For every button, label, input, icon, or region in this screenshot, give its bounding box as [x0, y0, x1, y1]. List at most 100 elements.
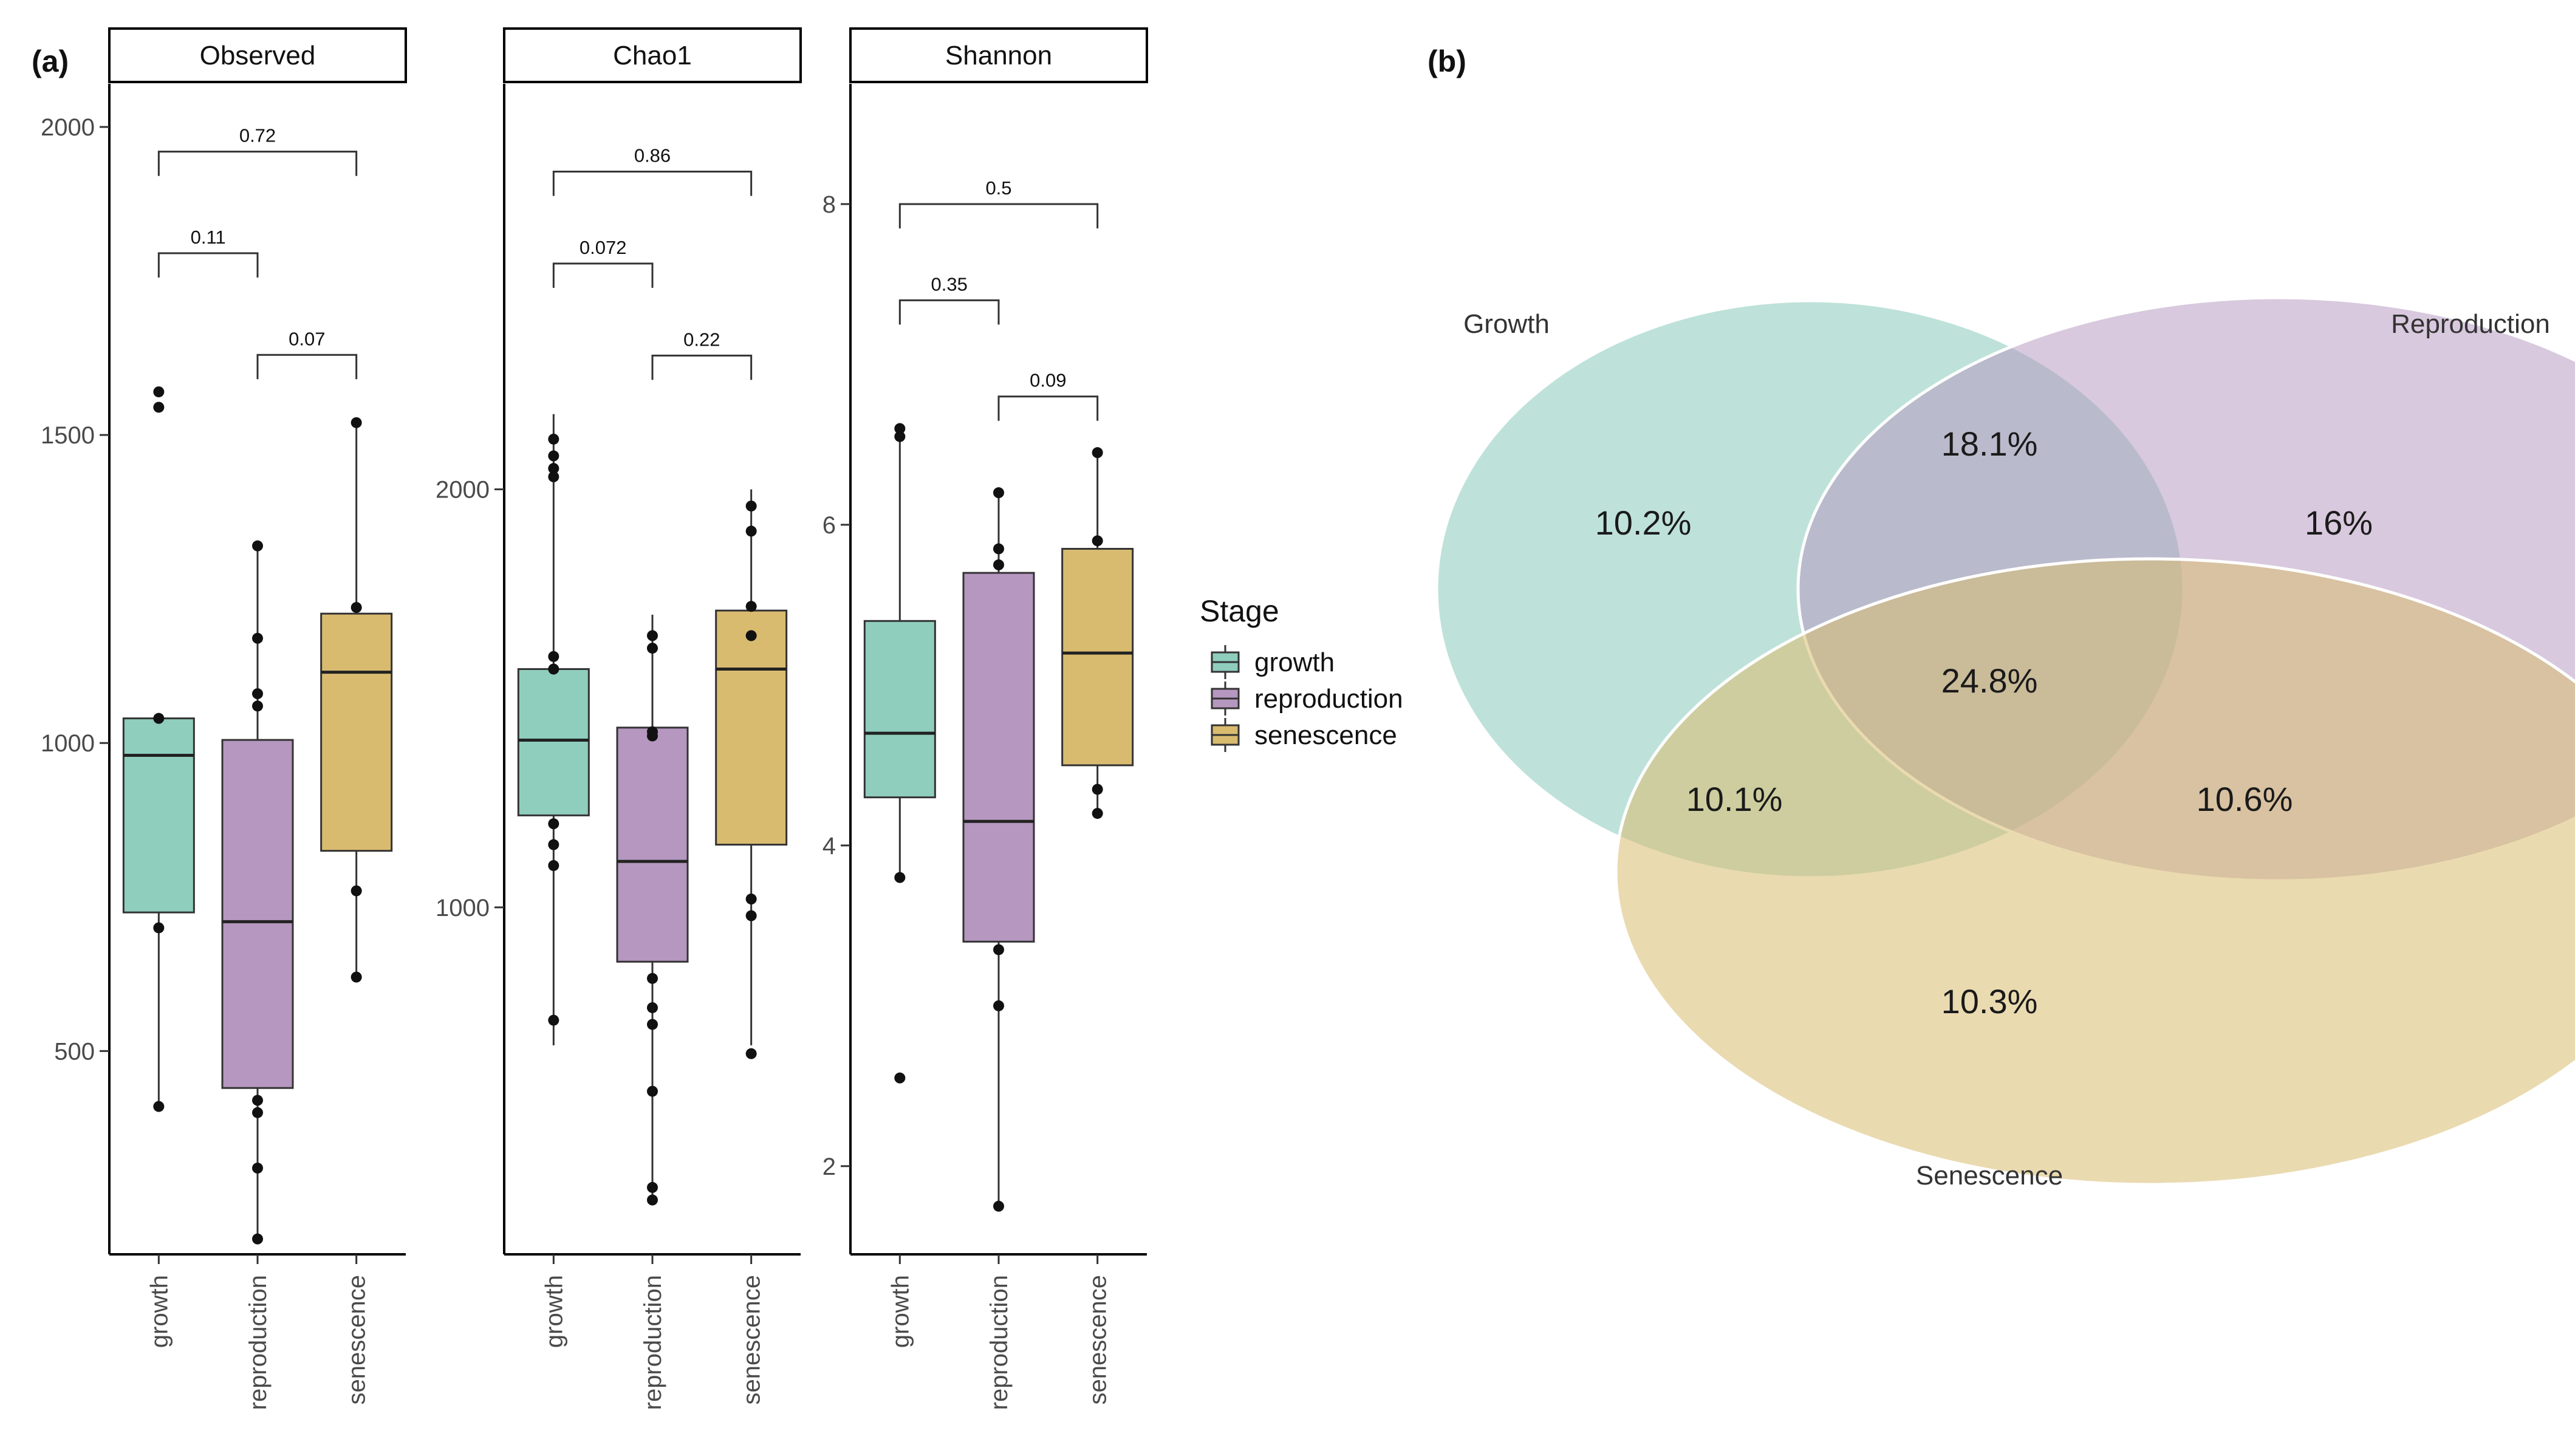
venn-region-growth-senescence: 10.1% [1686, 780, 1783, 818]
box-senescence [715, 489, 788, 1059]
data-point [351, 885, 362, 897]
data-point [647, 972, 658, 984]
box-growth [517, 414, 590, 1045]
data-point [647, 1002, 658, 1013]
panel-b-tag: (b) [1428, 44, 1466, 78]
comparison-bracket [256, 354, 358, 380]
strip-label: Chao1 [613, 41, 692, 70]
data-point [548, 860, 559, 871]
venn-label-growth: Growth [1463, 309, 1550, 339]
data-point [153, 1101, 165, 1112]
y-tick-label: 1500 [41, 422, 95, 449]
box-reproduction [962, 487, 1035, 1212]
p-value-label: 0.35 [931, 273, 967, 295]
x-tick-label: growth [146, 1275, 173, 1348]
data-point [548, 651, 559, 662]
data-point [993, 487, 1004, 499]
venn-diagram: Growth Reproduction Senescence 10.2% 16%… [1435, 296, 2575, 1191]
data-point [647, 730, 658, 742]
data-point [252, 700, 263, 712]
strip-shannon [849, 27, 1148, 83]
data-point [153, 922, 165, 934]
data-point [745, 525, 757, 537]
comparison-bracket [552, 171, 753, 196]
x-tick-label: growth [541, 1275, 567, 1348]
y-tick-label: 1000 [41, 730, 95, 757]
legend-label-growth: growth [1254, 648, 1335, 677]
y-tick-label: 2000 [41, 114, 95, 141]
data-point [894, 423, 906, 434]
data-point [993, 944, 1004, 955]
y-tick-label: 6 [822, 512, 836, 539]
strip-label: Shannon [945, 41, 1052, 70]
p-value-label: 0.86 [634, 145, 671, 166]
p-value-label: 0.72 [239, 125, 276, 146]
y-tick-label: 2 [822, 1154, 836, 1180]
box-body [320, 612, 393, 852]
data-point [993, 1000, 1004, 1011]
p-value-label: 0.11 [191, 227, 226, 248]
strip-observed [108, 27, 407, 83]
data-point [252, 1107, 263, 1118]
data-point [993, 559, 1004, 570]
y-tick-label: 2000 [436, 477, 490, 504]
data-point [894, 431, 906, 442]
y-tick-label: 500 [54, 1038, 95, 1065]
data-point [647, 1194, 658, 1206]
data-point [252, 688, 263, 700]
venn-label-senescence: Senescence [1916, 1161, 2063, 1191]
data-point [252, 540, 263, 552]
box-reproduction [221, 540, 294, 1245]
p-value-label: 0.5 [985, 177, 1011, 199]
box-body [1061, 548, 1134, 767]
box-body [863, 620, 936, 799]
data-point [153, 386, 165, 398]
data-point [647, 1019, 658, 1030]
panel-a-tag: (a) [32, 44, 69, 78]
box-body [962, 572, 1035, 943]
data-point [894, 872, 906, 883]
box-senescence [320, 417, 393, 983]
data-point [548, 839, 559, 850]
data-point [894, 1072, 906, 1084]
venn-circle-senescence [1614, 557, 2575, 1186]
data-point [153, 402, 165, 413]
x-tick-label: reproduction [245, 1275, 272, 1410]
data-point [252, 1233, 263, 1245]
comparison-bracket [157, 151, 358, 176]
data-point [1092, 535, 1103, 547]
data-point [548, 463, 559, 474]
venn-label-reproduction: Reproduction [2391, 309, 2550, 339]
data-point [153, 713, 165, 724]
box-growth [122, 386, 195, 1112]
legend-title: Stage [1200, 594, 1279, 628]
strip-chao1 [503, 27, 802, 83]
data-point [647, 1181, 658, 1193]
y-tick-label: 8 [822, 191, 836, 218]
box-body [122, 717, 195, 914]
venn-region-senescence-only: 10.3% [1941, 982, 2038, 1020]
data-point [548, 471, 559, 482]
data-point [745, 501, 757, 512]
comparison-bracket [552, 262, 654, 288]
venn-region-growth-reproduction: 18.1% [1941, 425, 2038, 463]
comparison-bracket [651, 354, 753, 380]
data-point [647, 630, 658, 641]
comparison-bracket [157, 252, 259, 278]
p-value-label: 0.09 [1030, 370, 1066, 391]
data-point [745, 1048, 757, 1059]
data-point [1092, 784, 1103, 795]
x-tick-label: reproduction [640, 1275, 666, 1410]
box-body [616, 726, 689, 963]
venn-region-reproduction-senescence: 10.6% [2197, 780, 2293, 818]
data-point [1092, 447, 1103, 459]
data-point [993, 543, 1004, 555]
x-tick-label: senescence [344, 1275, 371, 1404]
x-tick-label: senescence [739, 1275, 765, 1404]
data-point [252, 1095, 263, 1106]
data-point [548, 1014, 559, 1026]
box-body [715, 609, 788, 846]
data-point [351, 971, 362, 983]
data-point [745, 601, 757, 612]
